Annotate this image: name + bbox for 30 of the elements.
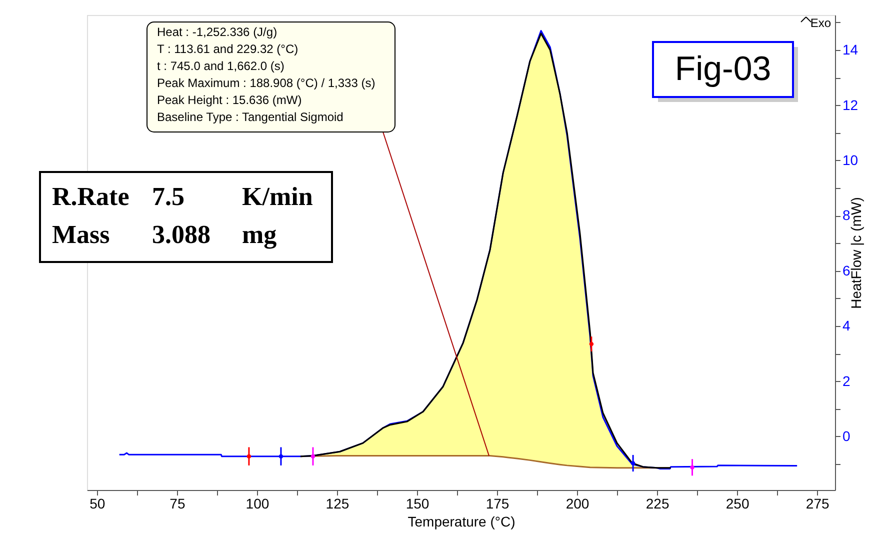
y-tick-label: 4 [842, 318, 850, 334]
point [278, 454, 284, 458]
point [246, 454, 252, 458]
point [310, 454, 316, 458]
x-tick-label: 125 [326, 496, 350, 512]
y-tick-label: 14 [842, 42, 858, 58]
point [630, 461, 636, 466]
y-tick-label: 0 [842, 428, 850, 444]
y-tick-label: 2 [842, 372, 850, 389]
x-tick-label: 75 [170, 496, 186, 512]
x-tick-label: 200 [566, 496, 590, 512]
text: R.Rate 7.5 K/min [52, 182, 313, 211]
annotation: Exo [810, 16, 832, 30]
point [589, 342, 594, 346]
x-tick-label: 50 [90, 496, 106, 512]
y-tick-label: 12 [842, 96, 858, 113]
text: Mass 3.088 mg [52, 220, 277, 249]
y-tick-label: 6 [842, 262, 850, 278]
x-tick-label: 100 [246, 496, 270, 512]
x-tick-label: 275 [806, 496, 830, 512]
y-tick-label: 10 [842, 152, 858, 168]
x-tick-label: 250 [726, 496, 750, 512]
point [690, 465, 694, 470]
x-tick-label: 225 [646, 496, 670, 512]
annotation: Heat : -1,252.336 (J/g) T : 113.61 and 229.32 (°C) t : 745.0 and 1,662.0 (s) Peak Maximum : 188.908 (°C) / 1,333 (s) Peak Height : 15.636 (mW) Baseline Type : Tangential Sigmoid [157, 25, 376, 124]
y-tick-label: 8 [842, 207, 850, 224]
x-tick-label: 175 [486, 496, 510, 512]
x-tick-label: 150 [406, 496, 430, 512]
x-axis-title: Temperature (°C) [408, 514, 516, 530]
annotation: Fig-03 [674, 50, 772, 88]
